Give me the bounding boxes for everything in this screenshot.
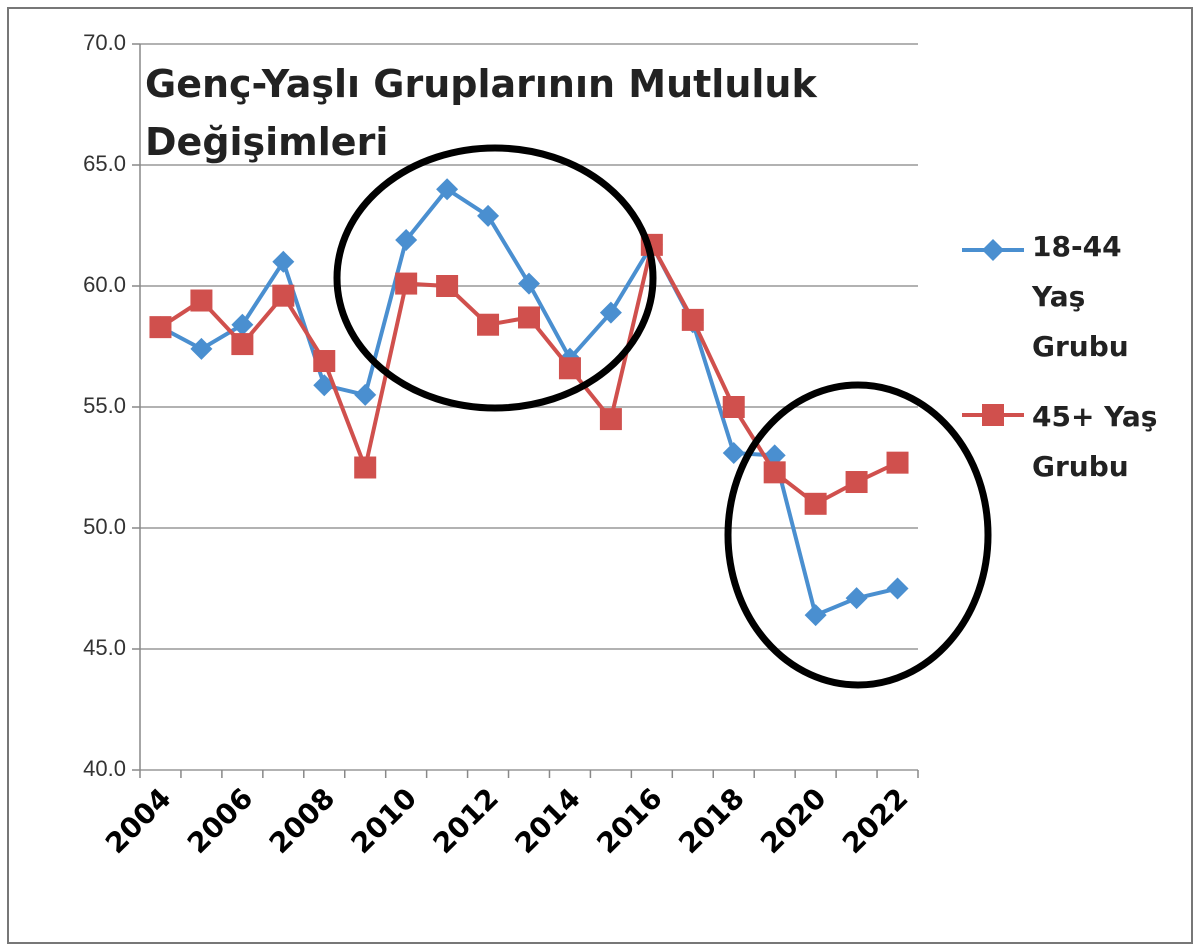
legend-marker [982,239,1004,261]
chart-title: Genç-Yaşlı Gruplarının Mutluluk Değişiml… [145,62,817,164]
y-tick-label: 50.0 [83,514,126,539]
point [845,471,868,494]
point [599,408,622,431]
x-tick-label: 2022 [836,782,914,860]
x-tick-label: 2020 [754,782,832,860]
point [804,492,827,515]
frame [7,7,1193,944]
legend-label: 18-44 Yaş Grubu [1032,230,1129,363]
point [436,178,459,201]
y-tick-label: 60.0 [83,272,126,297]
x-tick-label: 2012 [427,782,505,860]
point [722,441,745,464]
point [886,577,909,600]
legend-label: 45+ Yaş Grubu [1032,400,1158,483]
point [149,316,172,339]
highlight-ellipse [724,381,992,689]
point [558,357,581,380]
point [190,289,213,312]
point [436,275,459,297]
point [395,272,418,295]
point [477,204,500,227]
point [722,396,745,418]
point [681,308,704,331]
x-tick-label: 2010 [345,782,423,860]
highlight-ellipse [333,144,657,412]
x-tick-label: 2006 [181,782,259,860]
point [272,284,295,307]
point [190,337,213,360]
point [395,229,418,252]
y-tick-label: 70.0 [83,30,126,55]
point [272,250,295,273]
legend-marker [982,404,1004,426]
y-tick-label: 40.0 [83,756,126,781]
point [231,313,254,336]
point [845,587,868,610]
x-tick-label: 2016 [590,782,668,860]
y-tick-label: 55.0 [83,393,126,418]
x-tick-label: 2008 [263,782,341,860]
y-tick-label: 45.0 [83,635,126,660]
point [354,383,377,406]
point [886,451,909,474]
point [763,461,786,484]
x-tick-label: 2014 [508,782,586,860]
point [477,313,500,336]
point [518,306,540,329]
x-tick-label: 2018 [672,782,750,860]
x-tick-label: 2004 [99,782,177,860]
y-tick-label: 65.0 [83,151,126,176]
point [354,456,377,479]
point [518,272,540,295]
point [804,604,827,627]
point [599,301,622,324]
point [231,333,254,356]
point [313,350,336,373]
